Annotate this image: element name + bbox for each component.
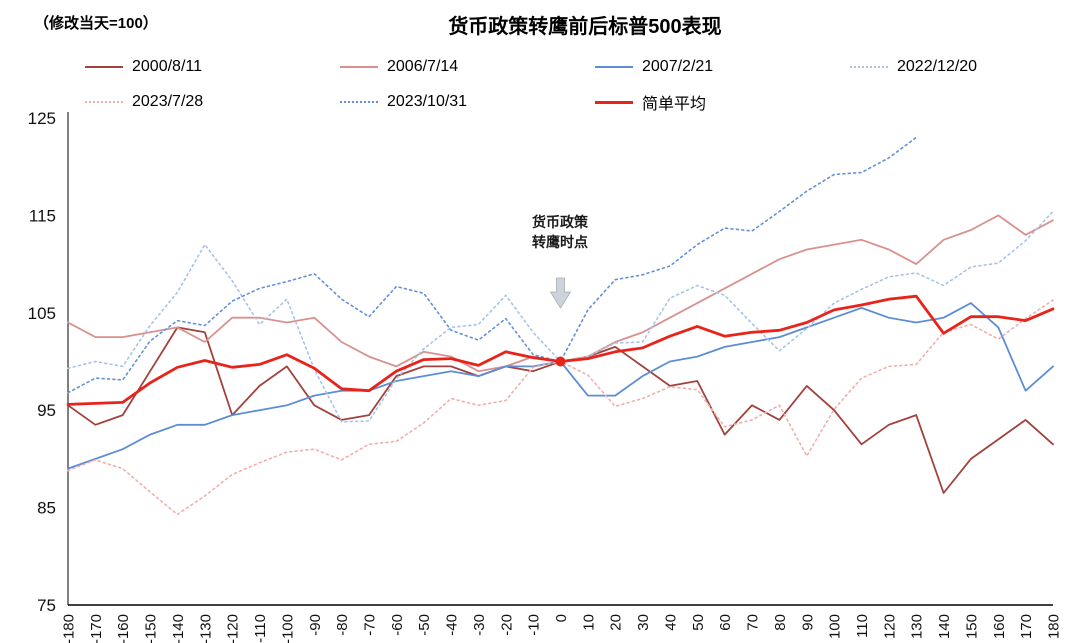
x-tick-label: 120: [881, 614, 898, 639]
y-tick-label: 105: [28, 304, 56, 323]
x-tick-label: -160: [115, 614, 132, 643]
x-tick-label: -70: [362, 614, 379, 636]
legend-swatch-icon: [85, 66, 123, 68]
y-tick-label: 75: [37, 596, 56, 615]
legend-item-0: 2000/8/11: [85, 57, 202, 77]
legend-item-1: 2006/7/14: [340, 57, 458, 77]
x-tick-label: 110: [854, 614, 871, 638]
x-tick-label: 40: [662, 614, 679, 631]
legend-item-6: 简单平均: [595, 92, 707, 113]
annotation-hawkish-point: 货币政策 转鹰时点: [532, 212, 588, 252]
x-tick-label: 150: [963, 614, 980, 639]
x-tick-label: -60: [389, 614, 406, 636]
x-tick-label: 140: [936, 614, 953, 639]
x-tick-label: -180: [61, 614, 78, 643]
x-tick-label: 30: [635, 614, 652, 631]
legend-label: 2000/8/11: [132, 58, 202, 75]
legend-item-3: 2022/12/20: [850, 57, 977, 77]
x-tick-label: -30: [471, 614, 488, 636]
legend-label: 简单平均: [642, 96, 707, 113]
annotation-line-2: 转鹰时点: [532, 234, 588, 250]
x-tick-label: 80: [772, 614, 789, 631]
legend-label: 2022/12/20: [897, 58, 978, 75]
x-tick-label: -120: [225, 614, 242, 643]
y-tick-label: 125: [28, 109, 56, 128]
annotation-line-1: 货币政策: [532, 214, 588, 230]
x-tick-label: 160: [991, 614, 1008, 639]
x-tick-label: -40: [444, 614, 461, 636]
series-line-2: [67, 302, 1054, 470]
x-tick-label: -100: [279, 614, 296, 643]
legend-item-4: 2023/7/28: [85, 92, 203, 112]
x-tick-label: 100: [827, 614, 844, 639]
x-tick-label: -150: [143, 614, 160, 643]
x-tick-label: 90: [799, 614, 816, 631]
x-tick-label: -170: [88, 614, 105, 643]
legend-swatch-icon: [850, 66, 888, 68]
x-tick-label: 10: [580, 614, 597, 631]
series-line-6: [66, 294, 1055, 406]
x-tick-label: 50: [690, 614, 707, 631]
x-tick-label: 70: [745, 614, 762, 631]
legend-swatch-icon: [595, 100, 633, 104]
x-tick-label: -110: [252, 614, 269, 643]
legend-label: 2007/2/21: [642, 58, 714, 75]
down-arrow-icon: [549, 277, 572, 309]
legend-swatch-icon: [340, 101, 378, 103]
x-tick-label: 0: [553, 614, 570, 622]
x-tick-label: -80: [334, 614, 351, 636]
x-tick-label: 60: [717, 614, 734, 631]
y-tick-label: 85: [37, 499, 56, 518]
x-tick-label: 20: [608, 614, 625, 631]
series-line-5: [67, 136, 917, 394]
x-tick-label: 180: [1046, 614, 1063, 639]
chart-title: 货币政策转鹰前后标普500表现: [448, 16, 722, 38]
legend-swatch-icon: [85, 101, 123, 103]
y-tick-label: 95: [37, 401, 56, 420]
legend-swatch-icon: [595, 66, 633, 68]
x-tick-label: -130: [197, 614, 214, 643]
x-tick-label: -20: [498, 614, 515, 636]
legend-swatch-icon: [340, 66, 378, 68]
x-tick-label: -140: [170, 614, 187, 643]
axis-unit-note: （修改当天=100）: [34, 15, 158, 32]
x-tick-label: -90: [307, 614, 324, 636]
x-tick-label: 170: [1018, 614, 1035, 639]
legend-label: 2023/10/31: [387, 93, 468, 110]
x-tick-label: -50: [416, 614, 433, 636]
event-day-marker: [555, 356, 566, 367]
legend-label: 2006/7/14: [387, 58, 459, 75]
x-tick-label: -10: [526, 614, 543, 636]
legend-item-5: 2023/10/31: [340, 92, 467, 112]
legend: 2000/8/11 2006/7/14 2007/2/21 2022/12/20 202…: [0, 0, 1080, 120]
legend-label: 2023/7/28: [132, 93, 204, 110]
x-tick-label: 130: [909, 614, 926, 639]
legend-item-2: 2007/2/21: [595, 57, 713, 77]
series-line-0: [67, 326, 1054, 494]
y-tick-label: 115: [29, 206, 56, 225]
